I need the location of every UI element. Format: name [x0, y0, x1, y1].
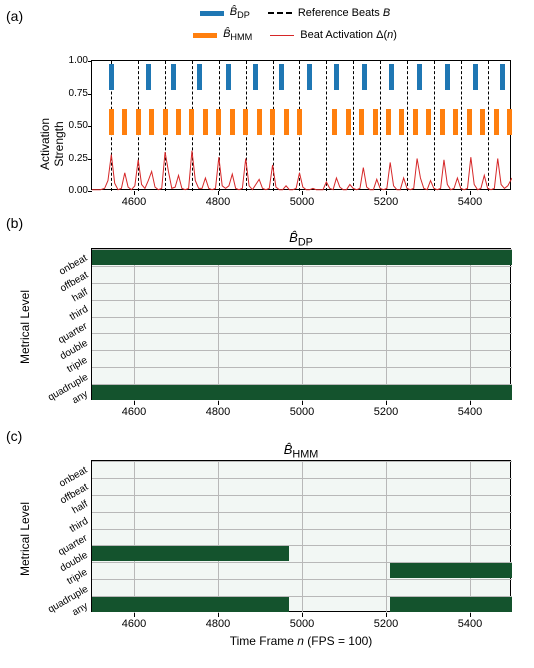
ytick-label: 0.00 — [54, 185, 88, 196]
activation-line — [92, 61, 512, 191]
legend-swatch-hmm — [193, 33, 217, 38]
xtick-label: 5400 — [450, 196, 490, 208]
figure-root: B̂DP Reference Beats B B̂HMM Beat Activa… — [0, 0, 534, 668]
xtick-label: 4600 — [114, 618, 154, 630]
xtick-label: 5000 — [282, 196, 322, 208]
ytick-label: 0.75 — [54, 88, 88, 99]
panel-b-label: (b) — [6, 215, 23, 231]
x-axis-label: Time Frame n (FPS = 100) — [91, 634, 511, 648]
xtick-label: 5200 — [366, 618, 406, 630]
xtick-label: 5000 — [282, 406, 322, 418]
legend-swatch-dp — [200, 11, 224, 16]
active-block — [390, 597, 512, 612]
active-block — [92, 385, 512, 400]
panel-a-label: (a) — [6, 8, 23, 24]
ytick-label: 1.00 — [54, 55, 88, 66]
panel-b-plot: 46004800500052005400 — [91, 248, 511, 400]
legend-swatch-ref — [268, 12, 292, 14]
legend: B̂DP Reference Beats B B̂HMM Beat Activa… — [80, 6, 510, 42]
active-block — [92, 597, 289, 612]
metrical-level-label: third — [67, 304, 89, 323]
legend-label-hmm: B̂HMM — [223, 28, 252, 42]
ytick-label: 0.25 — [54, 153, 88, 164]
xtick-label: 4800 — [198, 196, 238, 208]
legend-label-dp: B̂DP — [230, 6, 250, 20]
active-block — [92, 546, 289, 561]
active-block — [92, 250, 512, 265]
metrical-level-label: half — [70, 287, 89, 305]
metrical-level-label: third — [67, 516, 89, 535]
active-block — [390, 563, 512, 578]
panel-c-label: (c) — [6, 428, 22, 444]
panel-c-plot: 46004800500052005400 — [91, 460, 511, 612]
xtick-label: 5200 — [366, 406, 406, 418]
ytick-label: 0.50 — [54, 120, 88, 131]
xtick-label: 5000 — [282, 618, 322, 630]
xtick-label: 5400 — [450, 406, 490, 418]
metrical-level-label: half — [70, 499, 89, 517]
panel-c-ylabel: Metrical Level — [18, 502, 32, 576]
xtick-label: 4800 — [198, 618, 238, 630]
legend-item-ref: Reference Beats B — [268, 6, 390, 20]
panel-b-ylabel: Metrical Level — [18, 290, 32, 364]
panel-b-title: B̂DP — [91, 230, 511, 249]
xtick-label: 4600 — [114, 406, 154, 418]
xtick-label: 5200 — [366, 196, 406, 208]
xtick-label: 4800 — [198, 406, 238, 418]
panel-a-plot: 0.000.250.500.751.0046004800500052005400 — [91, 60, 511, 190]
legend-item-hmm: B̂HMM — [193, 28, 252, 42]
panel-c-title: B̂HMM — [91, 442, 511, 461]
legend-swatch-act — [270, 35, 294, 36]
legend-item-act: Beat Activation Δ(n) — [270, 28, 397, 42]
xtick-label: 4600 — [114, 196, 154, 208]
legend-label-act: Beat Activation Δ(n) — [300, 29, 397, 41]
legend-label-ref: Reference Beats B — [298, 7, 390, 19]
legend-item-dp: B̂DP — [200, 6, 250, 20]
xtick-label: 5400 — [450, 618, 490, 630]
